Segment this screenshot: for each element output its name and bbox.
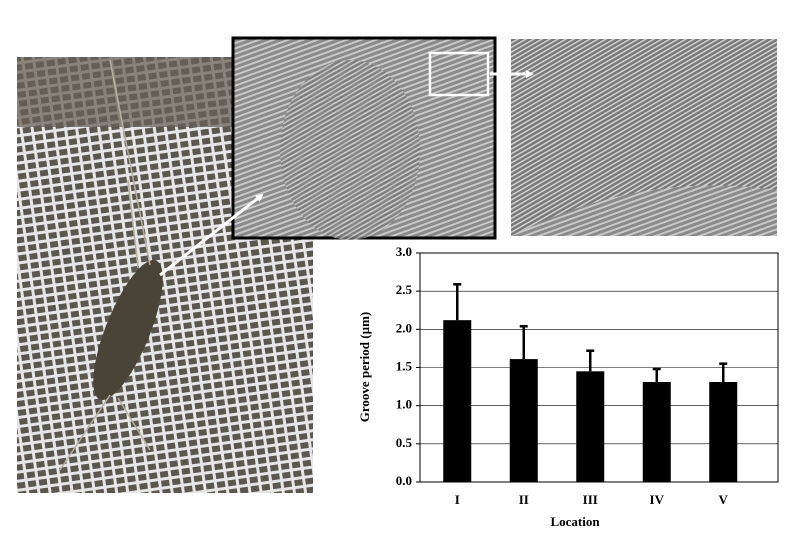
y-tick-label: 2.0 — [396, 320, 412, 335]
bar — [709, 382, 738, 482]
y-tick-label: 0.5 — [396, 435, 413, 450]
bar — [642, 382, 671, 482]
bar — [443, 320, 472, 482]
x-tick-label: III — [583, 492, 598, 507]
x-tick-label: V — [719, 492, 729, 507]
x-axis-label: Location — [550, 514, 600, 529]
y-tick-label: 0.0 — [396, 473, 412, 488]
y-tick-label: 1.0 — [396, 397, 412, 412]
sem-image-right — [511, 39, 777, 236]
bar — [509, 359, 538, 482]
y-tick-label: 3.0 — [396, 244, 412, 259]
arrow — [159, 193, 264, 277]
x-tick-label: II — [519, 492, 529, 507]
y-tick-label: 2.5 — [396, 282, 413, 297]
y-axis-label: Groove period (µm) — [357, 312, 372, 423]
y-tick-label: 1.5 — [396, 358, 413, 373]
bar — [576, 371, 605, 482]
x-tick-label: I — [455, 492, 460, 507]
x-tick-label: IV — [650, 492, 665, 507]
sem-image-middle — [231, 36, 497, 240]
